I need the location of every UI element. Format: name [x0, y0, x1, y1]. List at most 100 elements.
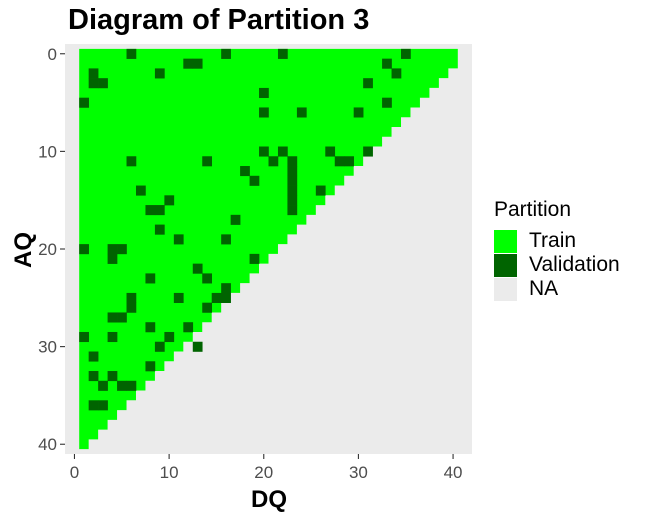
- train-region: [79, 48, 458, 450]
- validation-cell: [107, 312, 118, 323]
- x-axis-title: DQ: [251, 486, 287, 513]
- legend-item-na: NA: [494, 277, 620, 301]
- validation-cell: [145, 205, 156, 216]
- validation-cell: [259, 87, 269, 98]
- validation-cell: [325, 146, 336, 157]
- validation-cell: [173, 234, 184, 245]
- validation-cell: [202, 156, 213, 167]
- legend-label-validation: Validation: [529, 253, 620, 276]
- validation-cell: [211, 292, 222, 303]
- validation-cell: [287, 185, 298, 196]
- validation-cell: [287, 166, 298, 177]
- legend-key-na: [494, 277, 517, 301]
- chart-title: Diagram of Partition 3: [68, 4, 370, 36]
- validation-cell: [154, 205, 165, 216]
- validation-cell: [126, 302, 137, 313]
- validation-cell: [88, 371, 99, 382]
- validation-cell: [287, 156, 298, 167]
- legend-key-train: [494, 229, 517, 253]
- validation-cell: [344, 156, 354, 167]
- validation-cell: [249, 175, 260, 186]
- validation-cell: [154, 341, 165, 352]
- validation-cell: [164, 195, 175, 206]
- validation-cell: [117, 244, 127, 255]
- validation-cell: [173, 292, 184, 303]
- validation-cell: [145, 322, 156, 333]
- validation-cell: [202, 302, 213, 313]
- validation-cell: [117, 312, 127, 323]
- validation-cell: [135, 185, 146, 196]
- validation-cell: [202, 273, 213, 284]
- validation-cell: [287, 175, 298, 186]
- validation-cell: [107, 371, 118, 382]
- validation-cell: [382, 58, 392, 69]
- validation-cell: [126, 380, 137, 391]
- legend-item-validation: Validation: [494, 253, 620, 277]
- validation-cell: [240, 166, 250, 177]
- validation-cell: [107, 244, 118, 255]
- validation-cell: [277, 146, 288, 157]
- validation-cell: [363, 78, 373, 89]
- validation-cell: [382, 97, 392, 108]
- validation-cell: [249, 253, 260, 264]
- validation-cell: [192, 263, 203, 274]
- validation-cell: [296, 107, 307, 118]
- validation-cell: [363, 146, 373, 157]
- heatmap-cells: [79, 48, 458, 450]
- x-tick-label: 40: [444, 463, 463, 482]
- validation-cell: [98, 400, 108, 411]
- validation-cell: [192, 341, 203, 352]
- validation-cell: [126, 156, 137, 167]
- validation-cell: [98, 380, 108, 391]
- validation-cell: [154, 224, 165, 235]
- validation-cell: [221, 48, 231, 59]
- validation-cell: [117, 380, 127, 391]
- y-tick-label: 40: [38, 435, 57, 454]
- legend: Partition Train Validation NA: [494, 198, 620, 301]
- validation-cell: [145, 273, 156, 284]
- validation-cell: [287, 195, 298, 206]
- validation-cell: [221, 234, 231, 245]
- x-tick-label: 10: [160, 463, 179, 482]
- y-tick-label: 10: [38, 142, 57, 161]
- x-tick-label: 0: [70, 463, 79, 482]
- validation-cell: [391, 68, 402, 79]
- y-tick-label: 0: [48, 45, 57, 64]
- validation-cell: [88, 351, 99, 362]
- validation-cell: [287, 205, 298, 216]
- validation-cell: [277, 48, 288, 59]
- x-tick-label: 20: [254, 463, 273, 482]
- validation-cell: [107, 331, 118, 343]
- y-tick-label: 20: [38, 240, 57, 259]
- validation-cell: [401, 48, 411, 59]
- validation-cell: [268, 156, 279, 167]
- validation-cell: [334, 156, 345, 167]
- legend-title: Partition: [494, 198, 572, 221]
- y-axis-title: AQ: [10, 232, 37, 268]
- validation-cell: [79, 97, 89, 108]
- x-tick-label: 30: [349, 463, 368, 482]
- validation-cell: [221, 292, 231, 303]
- legend-label-train: Train: [529, 229, 577, 252]
- validation-cell: [79, 331, 89, 343]
- validation-cell: [230, 214, 241, 225]
- validation-cell: [353, 107, 364, 118]
- validation-cell: [164, 331, 175, 343]
- validation-cell: [259, 146, 269, 157]
- validation-cell: [145, 361, 156, 372]
- legend-key-validation: [494, 253, 517, 277]
- validation-cell: [88, 78, 99, 89]
- validation-cell: [88, 68, 99, 79]
- validation-cell: [79, 244, 89, 255]
- validation-cell: [88, 400, 99, 411]
- legend-item-train: Train: [494, 229, 620, 253]
- legend-label-na: NA: [529, 277, 559, 300]
- validation-cell: [107, 253, 118, 264]
- y-tick-label: 30: [38, 338, 57, 357]
- validation-cell: [315, 185, 326, 196]
- validation-cell: [192, 58, 203, 69]
- validation-cell: [154, 68, 165, 79]
- validation-cell: [98, 78, 108, 89]
- validation-cell: [126, 292, 137, 303]
